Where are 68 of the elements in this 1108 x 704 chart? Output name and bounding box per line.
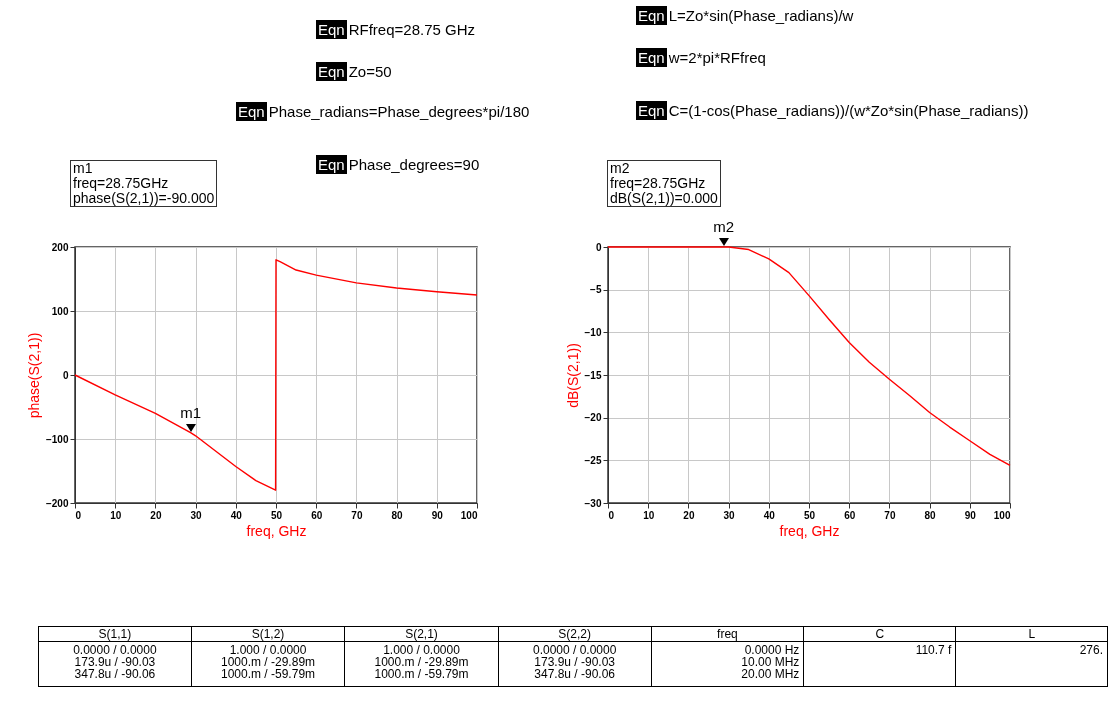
text: 0.0000 / 0.0000 173.9u / -90.03 347.8u / -90.06 [38, 641, 192, 687]
annotation: m1 [180, 403, 201, 421]
text: Eqn w=2*pi*RFfreq [637, 48, 766, 67]
y-axis-title: phase(S(2,1)) [25, 332, 42, 419]
text: 0.0000 / 0.0000 173.9u / -90.03 347.8u / -90.06 [498, 641, 652, 687]
category-label: S(2,1) [344, 626, 499, 642]
x-tick-label: 100 [460, 509, 478, 521]
category-label: S(2,2) [498, 626, 652, 642]
y-tick-label: 0 [595, 241, 602, 253]
x-tick-label: 60 [311, 509, 323, 521]
line-series [74, 259, 478, 491]
text: Eqn RFfreq=28.75 GHz [317, 20, 476, 39]
x-tick-label: 70 [351, 509, 363, 521]
text: freq=28.75GHz [73, 175, 170, 191]
text: Eqn Phase_radians=Phase_degrees*pi/180 [237, 102, 530, 121]
text: 1.000 / 0.0000 1000.m / -29.89m 1000.m / -59.79m [191, 641, 345, 687]
text: Eqn C=(1-cos(Phase_radians))/(w*Zo*sin(Phase_radians)) [637, 101, 1029, 120]
y-tick-label: −10 [584, 326, 602, 338]
x-tick-label: 50 [803, 509, 816, 521]
y-tick-label: −15 [584, 369, 602, 381]
x-tick-label: 20 [150, 509, 162, 521]
y-axis-title: dB(S(2,1)) [564, 343, 581, 408]
text: dB(S(2,1))=0.000 [610, 190, 718, 206]
x-tick-label: 70 [884, 509, 896, 521]
x-axis-title: freq, GHz [246, 522, 307, 539]
category-label: L [955, 626, 1108, 642]
x-tick-label: 10 [643, 509, 655, 521]
category-label: S(1,2) [191, 626, 345, 642]
annotation: m2 [713, 218, 734, 235]
text: 1.000 / 0.0000 1000.m / -29.89m 1000.m / -59.79m [344, 641, 499, 687]
text: 110.7 f [803, 641, 956, 687]
x-tick-label: 40 [763, 509, 776, 521]
x-tick-label: 90 [431, 509, 444, 521]
category-label: S(1,1) [38, 626, 192, 642]
text: 276. [955, 641, 1108, 687]
x-tick-label: 80 [924, 509, 937, 521]
text: Eqn Zo=50 [317, 62, 392, 81]
x-tick-label: 30 [723, 509, 736, 521]
y-tick-label: 200 [51, 241, 69, 253]
y-tick-label: −25 [584, 454, 602, 466]
x-tick-label: 100 [993, 509, 1011, 521]
text: 0.0000 Hz 10.00 MHz 20.00 MHz [651, 641, 804, 687]
x-tick-label: 0 [75, 509, 82, 521]
x-tick-label: 60 [844, 509, 856, 521]
x-tick-label: 10 [110, 509, 122, 521]
y-tick-label: −100 [45, 433, 69, 445]
category-label: freq [651, 626, 804, 642]
text: phase(S(2,1))=-90.000 [73, 190, 215, 206]
y-tick-label: −30 [584, 497, 602, 509]
x-tick-label: 80 [391, 509, 404, 521]
x-tick-label: 50 [270, 509, 283, 521]
text: Eqn Phase_degrees=90 [317, 155, 480, 174]
x-tick-label: 40 [230, 509, 243, 521]
x-tick-label: 20 [683, 509, 695, 521]
text: m2 [610, 160, 631, 176]
y-tick-label: −200 [45, 497, 69, 509]
x-axis-title: freq, GHz [779, 522, 840, 539]
y-tick-label: 100 [51, 305, 69, 317]
text: m1 [73, 160, 94, 176]
y-tick-label: −5 [590, 284, 602, 296]
text: freq=28.75GHz [610, 175, 707, 191]
x-tick-label: 0 [608, 509, 615, 521]
y-tick-label: −20 [584, 412, 602, 424]
text: Eqn L=Zo*sin(Phase_radians)/w [637, 6, 854, 25]
x-tick-label: 90 [964, 509, 977, 521]
y-tick-label: 0 [62, 369, 69, 381]
category-label: C [803, 626, 956, 642]
x-tick-label: 30 [190, 509, 203, 521]
